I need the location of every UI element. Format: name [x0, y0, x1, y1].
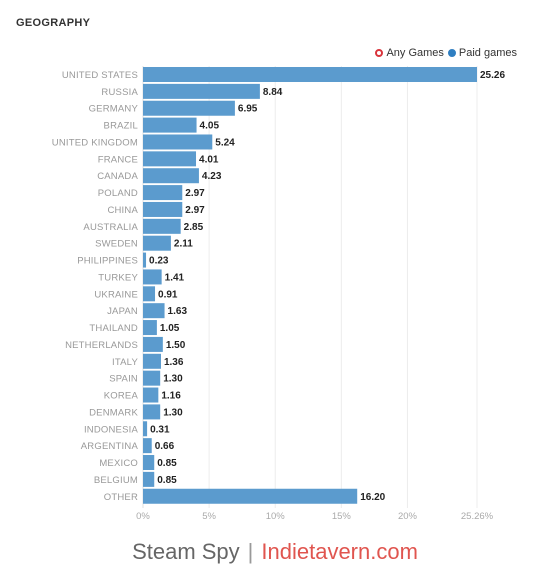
- legend-item-any-games[interactable]: Any Games: [375, 47, 444, 59]
- bar-japan: [143, 303, 165, 319]
- category-label: PHILIPPINES: [77, 256, 138, 267]
- value-label: 4.05: [200, 121, 220, 132]
- bar-brazil: [143, 117, 197, 133]
- legend-swatch-any-games: [375, 49, 384, 57]
- category-label: UNITED STATES: [62, 70, 138, 81]
- category-label: DENMARK: [89, 407, 138, 418]
- bar-philippines: [143, 252, 147, 268]
- category-label: KOREA: [104, 391, 139, 402]
- value-label: 0.66: [155, 441, 175, 452]
- bar-ukraine: [143, 286, 156, 302]
- bar-other: [143, 488, 358, 504]
- bar-italy: [143, 353, 161, 369]
- category-label: SPAIN: [109, 374, 138, 385]
- bar-poland: [143, 185, 183, 201]
- category-label: CANADA: [97, 171, 138, 182]
- bar-thailand: [143, 320, 157, 336]
- category-label: NETHERLANDS: [65, 340, 138, 351]
- category-label: UNITED KINGDOM: [52, 137, 138, 148]
- value-label: 2.97: [185, 188, 205, 199]
- category-label: CHINA: [107, 205, 138, 216]
- footer: Steam Spy | Indietavern.com: [0, 537, 550, 567]
- geography-bar-chart: 0% 5% 10% 15% 20% 25.26% UNITED STATES 25.26 RUS…: [52, 66, 505, 522]
- value-label: 5.24: [215, 137, 235, 148]
- value-label: 0.23: [149, 256, 169, 267]
- value-label: 1.50: [166, 340, 186, 351]
- legend-swatch-paid-games: [447, 49, 456, 57]
- category-label: MEXICO: [99, 458, 138, 469]
- bar-china: [143, 201, 183, 217]
- category-label: BELGIUM: [94, 475, 138, 486]
- category-label: THAILAND: [89, 323, 138, 334]
- value-label: 1.30: [163, 407, 183, 418]
- value-label: 0.85: [157, 458, 177, 469]
- value-label: 1.36: [164, 357, 184, 368]
- category-label: SWEDEN: [95, 239, 138, 250]
- category-label: FRANCE: [98, 154, 138, 165]
- x-tick-label: 20%: [398, 511, 418, 522]
- x-tick-label: 10%: [266, 511, 286, 522]
- bar-turkey: [143, 269, 162, 285]
- bar-mexico: [143, 455, 155, 471]
- legend-label-any-games: Any Games: [386, 47, 444, 59]
- bar-france: [143, 151, 197, 167]
- value-label: 1.63: [168, 306, 188, 317]
- value-label: 0.91: [158, 289, 178, 300]
- category-label: AUSTRALIA: [83, 222, 138, 233]
- category-label: ARGENTINA: [81, 441, 139, 452]
- bar-russia: [143, 83, 260, 99]
- category-label: TURKEY: [98, 272, 138, 283]
- bar-united-states: [143, 67, 477, 82]
- bar-united-kingdom: [143, 134, 213, 150]
- value-label: 2.97: [185, 205, 205, 216]
- category-label: UKRAINE: [94, 289, 138, 300]
- bar-sweden: [143, 235, 171, 251]
- category-label: POLAND: [98, 188, 138, 199]
- bar-belgium: [143, 471, 155, 487]
- bar-netherlands: [143, 336, 163, 352]
- legend-label-paid-games: Paid games: [458, 47, 517, 59]
- bar-canada: [143, 168, 199, 184]
- value-label: 25.26: [480, 70, 505, 81]
- value-label: 16.20: [360, 492, 385, 503]
- category-label: RUSSIA: [101, 87, 138, 98]
- x-tick-label: 5%: [202, 511, 216, 522]
- value-label: 2.11: [174, 239, 193, 250]
- bar-australia: [143, 218, 181, 234]
- value-label: 4.01: [199, 154, 219, 165]
- value-label: 8.84: [263, 87, 283, 98]
- bar-germany: [143, 100, 235, 116]
- value-label: 1.41: [165, 272, 185, 283]
- value-label: 2.85: [184, 222, 204, 233]
- footer-steam-spy: Steam Spy: [132, 539, 240, 564]
- bar-indonesia: [143, 421, 148, 437]
- legend-item-paid-games[interactable]: Paid games: [447, 47, 517, 59]
- category-label: OTHER: [104, 492, 138, 503]
- category-label: ITALY: [112, 357, 138, 368]
- category-label: INDONESIA: [84, 424, 139, 435]
- category-label: BRAZIL: [104, 121, 138, 132]
- x-tick-label: 15%: [332, 511, 352, 522]
- value-label: 1.05: [160, 323, 180, 334]
- value-label: 6.95: [238, 104, 258, 115]
- value-label: 0.85: [157, 475, 177, 486]
- footer-separator: |: [247, 539, 254, 564]
- x-tick-label: 0%: [136, 511, 150, 522]
- bar-argentina: [143, 438, 152, 454]
- section-title: GEOGRAPHY: [16, 17, 91, 29]
- value-label: 4.23: [202, 171, 222, 182]
- value-label: 1.16: [161, 391, 181, 402]
- category-label: GERMANY: [89, 104, 139, 115]
- category-label: JAPAN: [107, 306, 138, 317]
- bar-korea: [143, 387, 159, 403]
- chart-legend: Any Games Paid games: [371, 47, 517, 59]
- bar-spain: [143, 370, 161, 386]
- value-label: 0.31: [150, 424, 170, 435]
- x-tick-label: 25.26%: [461, 511, 494, 522]
- value-label: 1.30: [163, 374, 183, 385]
- bar-denmark: [143, 404, 161, 420]
- footer-indietavern: Indietavern.com: [261, 539, 418, 564]
